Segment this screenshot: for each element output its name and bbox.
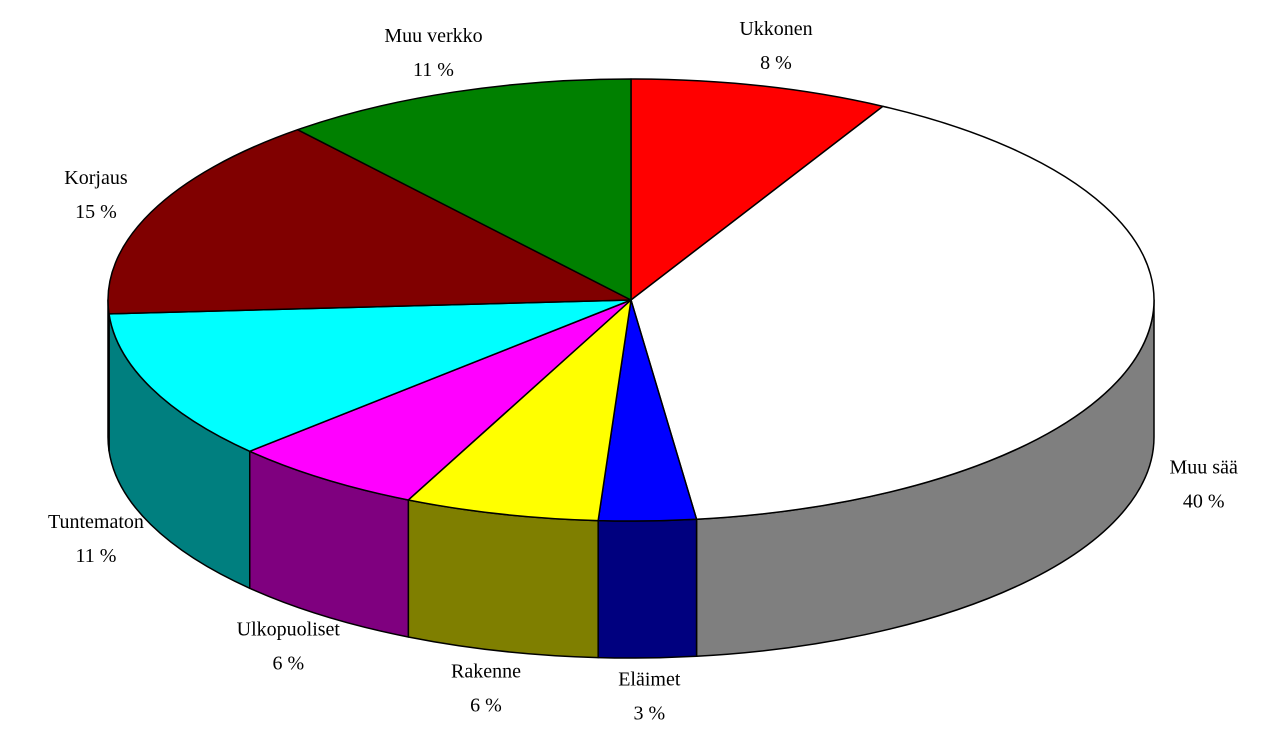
slice-label: Ulkopuoliset bbox=[237, 619, 341, 641]
slice bbox=[248, 299, 632, 501]
slice-label: Muu verkko bbox=[384, 25, 482, 47]
slice bbox=[296, 78, 632, 301]
slice bbox=[107, 128, 632, 315]
slice-side bbox=[107, 299, 110, 452]
slice-value-label: 15 % bbox=[75, 201, 117, 223]
slice-side bbox=[597, 518, 698, 659]
slice-value-label: 40 % bbox=[1183, 491, 1225, 513]
slice bbox=[108, 299, 632, 453]
slice-label: Ukkonen bbox=[739, 18, 812, 40]
slice-label: Korjaus bbox=[64, 167, 128, 189]
slice-value-label: 11 % bbox=[413, 59, 454, 81]
slice-side bbox=[407, 499, 599, 659]
slice bbox=[407, 299, 632, 522]
slice-value-label: 11 % bbox=[75, 545, 116, 567]
slice bbox=[630, 105, 1155, 521]
slice-label: Tuntematon bbox=[48, 511, 144, 533]
slice bbox=[630, 78, 884, 301]
slice-label: Muu sää bbox=[1170, 457, 1238, 479]
slice-label: Eläimet bbox=[618, 668, 681, 690]
slice-value-label: 6 % bbox=[470, 694, 502, 716]
slice-label: Rakenne bbox=[451, 660, 521, 682]
slice-value-label: 3 % bbox=[633, 702, 665, 724]
slice-value-label: 8 % bbox=[760, 52, 792, 74]
slice-value-label: 6 % bbox=[272, 653, 304, 675]
